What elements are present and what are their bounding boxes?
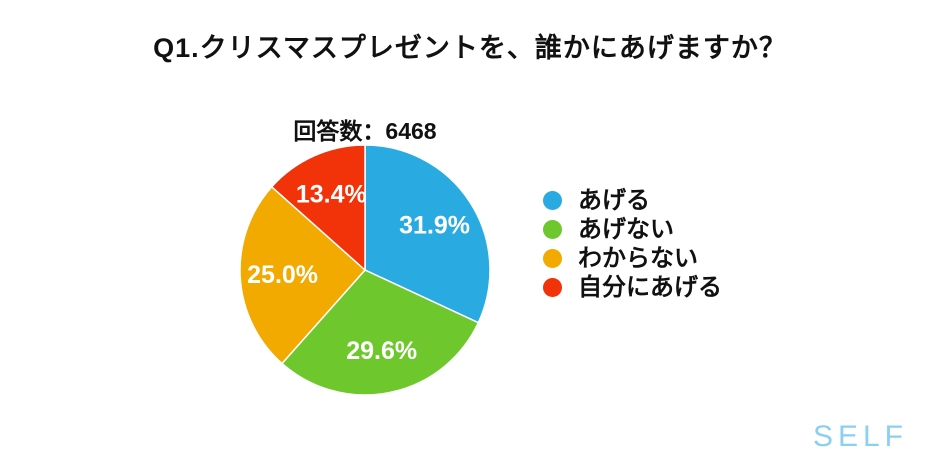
- legend-label: わからない: [578, 245, 698, 272]
- legend: あげる あげない わからない 自分にあげる: [543, 186, 722, 302]
- legend-swatch-icon: [543, 278, 562, 297]
- legend-swatch-icon: [543, 249, 562, 268]
- respondent-count-label: 回答数：6468: [293, 118, 437, 144]
- chart-title: Q1.クリスマスプレゼントを、誰かにあげますか？: [153, 33, 787, 63]
- legend-item: あげる: [543, 186, 722, 215]
- slice-value-label-2: 25.0%: [247, 261, 318, 289]
- pie-slice-2: [239, 185, 367, 365]
- pie-chart: 31.9% 29.6% 25.0% 13.4%: [239, 144, 491, 396]
- legend-swatch-icon: [543, 220, 562, 239]
- legend-item: 自分にあげる: [543, 273, 722, 302]
- legend-label: 自分にあげる: [578, 274, 722, 301]
- pie-slice-0: [364, 144, 491, 324]
- pie-slice-3: [270, 144, 366, 272]
- pie-chart-area: 31.9% 29.6% 25.0% 13.4%: [239, 144, 491, 396]
- legend-swatch-icon: [543, 191, 562, 210]
- legend-item: わからない: [543, 244, 722, 273]
- legend-item: あげない: [543, 215, 722, 244]
- legend-label: あげない: [578, 216, 674, 243]
- slice-value-label-3: 13.4%: [296, 181, 367, 209]
- pie-slice-1: [280, 269, 480, 396]
- slice-value-label-0: 31.9%: [399, 212, 470, 240]
- self-logo: SELF: [812, 420, 908, 453]
- legend-label: あげる: [578, 187, 650, 214]
- slice-value-label-1: 29.6%: [346, 337, 417, 365]
